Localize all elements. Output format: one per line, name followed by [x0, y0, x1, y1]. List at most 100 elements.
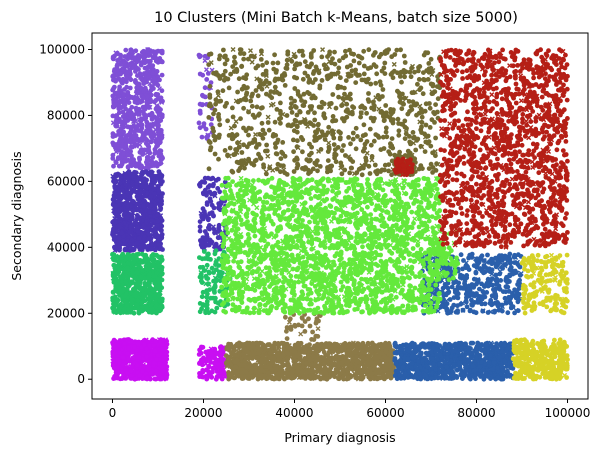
data-point — [143, 258, 148, 264]
data-point — [148, 246, 154, 252]
data-point — [115, 62, 120, 67]
data-point — [134, 270, 140, 276]
data-point — [153, 295, 159, 301]
data-point — [206, 225, 211, 231]
data-point — [160, 247, 165, 252]
data-point — [115, 194, 121, 200]
data-point — [118, 105, 124, 111]
data-point — [116, 259, 121, 265]
data-point — [133, 163, 139, 169]
data-point — [120, 355, 126, 360]
data-point — [152, 299, 158, 305]
data-point — [299, 370, 305, 376]
data-point — [157, 148, 163, 154]
data-point — [314, 318, 319, 324]
data-point — [153, 91, 159, 97]
data-point — [149, 183, 155, 189]
data-point — [117, 137, 123, 142]
data-point — [143, 252, 149, 258]
data-point — [157, 203, 163, 209]
data-point — [126, 138, 132, 144]
data-point — [382, 366, 388, 371]
data-point — [127, 112, 133, 117]
data-point — [115, 57, 121, 63]
data-point — [250, 341, 256, 346]
data-point — [218, 369, 224, 375]
data-point — [118, 71, 123, 77]
data-point — [132, 55, 138, 61]
data-point — [345, 375, 351, 380]
data-point — [117, 305, 123, 310]
data-point — [125, 147, 130, 153]
data-point — [113, 123, 119, 129]
data-point — [307, 348, 313, 354]
data-point — [213, 349, 218, 355]
data-point — [133, 69, 138, 74]
data-point — [384, 358, 389, 364]
data-point — [119, 230, 125, 236]
data-point — [303, 360, 309, 366]
data-point — [126, 100, 132, 105]
data-point — [111, 234, 117, 240]
data-point — [149, 169, 155, 175]
data-point — [197, 309, 203, 315]
data-point — [140, 152, 146, 157]
data-point — [159, 364, 165, 370]
data-point — [134, 302, 140, 308]
data-point — [316, 364, 322, 369]
data-point — [383, 349, 389, 355]
data-point — [134, 80, 139, 86]
data-point — [133, 48, 139, 54]
data-point — [157, 263, 163, 269]
data-point — [120, 96, 126, 101]
data-point — [137, 99, 143, 105]
data-point — [125, 90, 131, 95]
data-point — [155, 143, 161, 148]
data-point — [226, 376, 232, 382]
data-point — [120, 288, 126, 293]
data-point — [209, 265, 215, 271]
data-point — [134, 125, 140, 130]
data-point — [307, 375, 313, 380]
data-point — [197, 228, 203, 234]
data-point-x — [315, 326, 321, 332]
data-point — [296, 345, 301, 351]
data-point — [299, 323, 305, 329]
data-point — [123, 106, 128, 112]
data-point — [152, 348, 158, 354]
data-point — [142, 280, 148, 286]
data-point — [117, 132, 123, 137]
data-point — [122, 102, 128, 108]
scatter-points — [109, 46, 570, 382]
data-point — [144, 157, 150, 163]
data-point — [158, 268, 163, 273]
data-point — [121, 124, 126, 130]
data-point — [159, 72, 165, 78]
data-point — [309, 337, 314, 342]
data-point — [344, 359, 350, 365]
data-point — [119, 255, 125, 261]
data-point — [201, 123, 207, 129]
data-point — [159, 135, 165, 141]
data-point — [111, 307, 117, 312]
data-point — [207, 196, 213, 202]
data-point — [128, 153, 134, 158]
data-point — [147, 62, 153, 67]
data-point — [115, 263, 121, 269]
data-point — [159, 198, 165, 204]
data-point — [112, 350, 118, 356]
data-point — [326, 341, 332, 347]
data-point — [357, 369, 363, 374]
data-point — [149, 123, 155, 129]
data-point — [141, 203, 146, 209]
data-point — [129, 305, 134, 311]
data-point — [144, 48, 150, 54]
data-point — [151, 132, 157, 138]
data-point — [295, 365, 300, 371]
data-point — [314, 369, 320, 375]
data-point — [366, 346, 371, 352]
data-point — [346, 350, 352, 356]
data-point — [130, 133, 136, 139]
data-point — [209, 202, 215, 208]
data-point — [306, 316, 311, 322]
